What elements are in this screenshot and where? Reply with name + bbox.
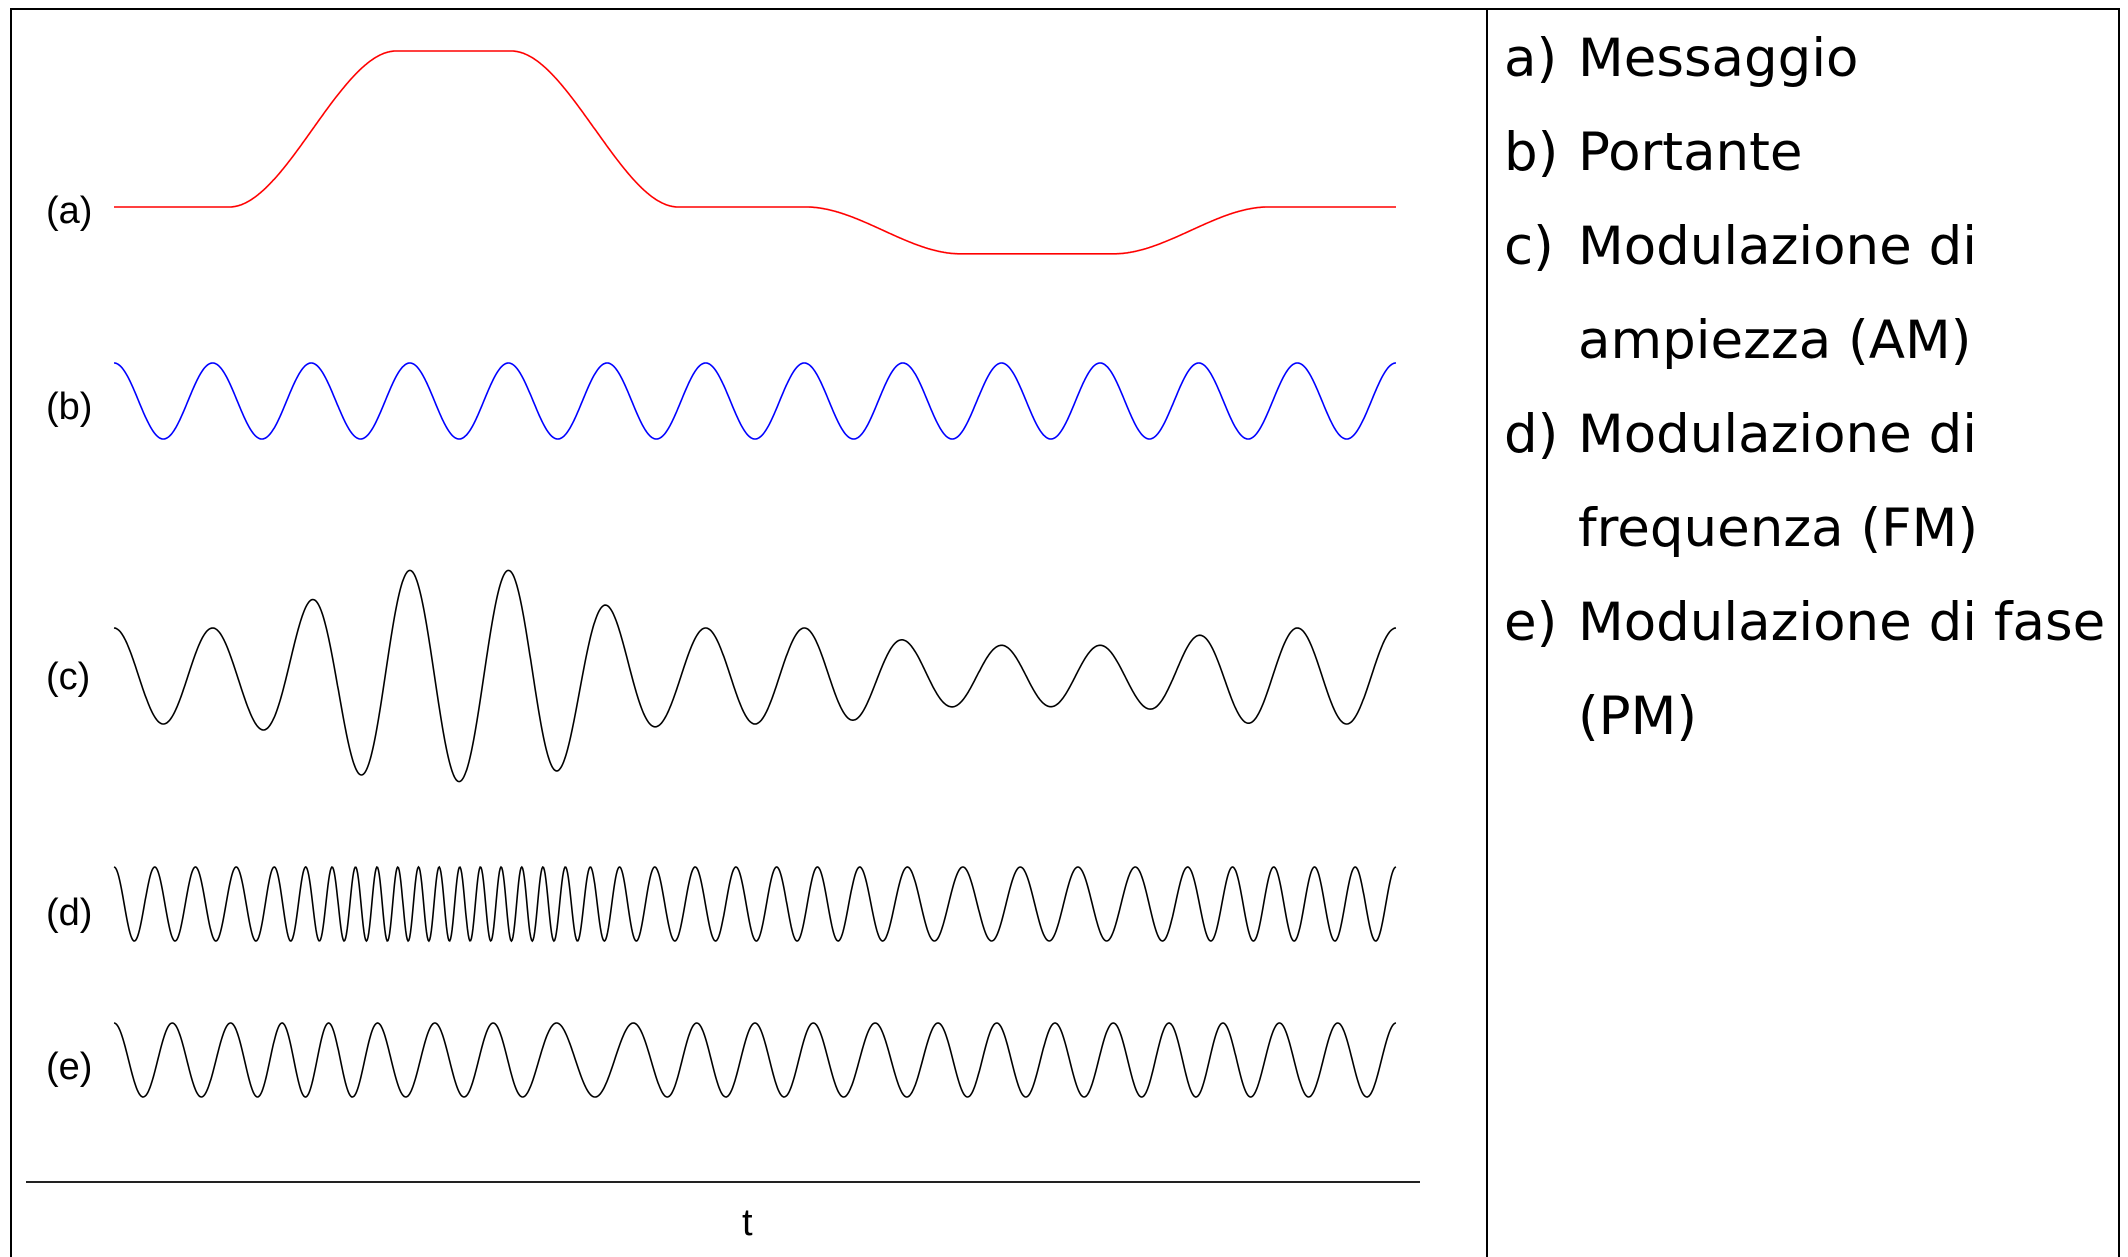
time-axis [26, 1181, 1420, 1183]
label-e: (e) [46, 1046, 93, 1088]
legend-item-b: b) Portante [1504, 122, 1803, 183]
legend: a) Messaggio b) Portante c) Modulazione … [1504, 12, 2114, 764]
legend-item-e: e) Modulazione di fase (PM) [1504, 592, 2106, 747]
time-axis-label: t [742, 1202, 753, 1244]
figure-table [10, 8, 2120, 1257]
label-b: (b) [46, 386, 93, 428]
carrier-wave [114, 362, 1396, 440]
message-wave [114, 50, 1396, 255]
pm-wave [113, 1022, 1397, 1098]
am-wave [113, 569, 1397, 783]
legend-item-d: d) Modulazione di frequenza (FM) [1504, 404, 1979, 559]
legend-item-c: c) Modulazione di ampiezza (AM) [1504, 216, 1977, 371]
table-divider [1486, 8, 1488, 1257]
fm-wave [113, 865, 1397, 943]
legend-item-a: a) Messaggio [1504, 28, 1859, 89]
label-a: (a) [46, 190, 93, 232]
label-c: (c) [46, 656, 91, 698]
label-d: (d) [46, 892, 93, 934]
